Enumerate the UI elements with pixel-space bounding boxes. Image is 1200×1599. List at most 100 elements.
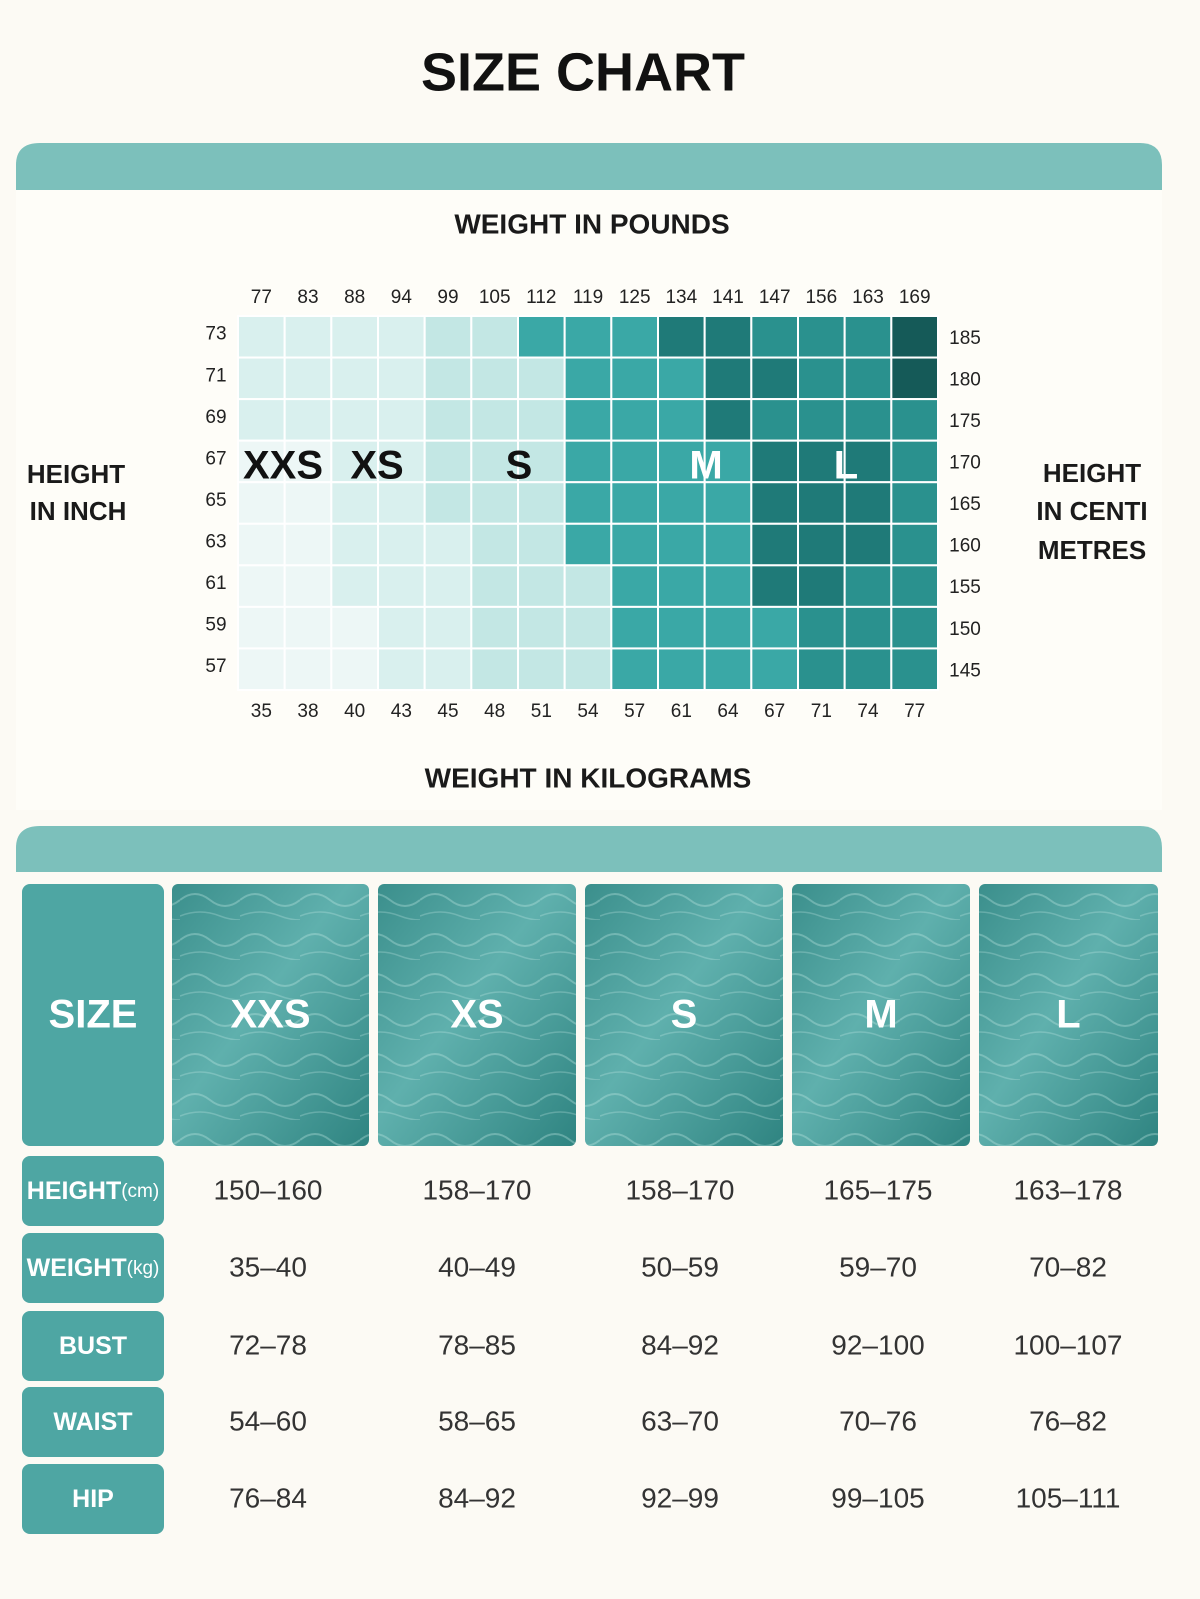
- grid-cell: [750, 564, 799, 608]
- grid-cell: [330, 315, 380, 359]
- grid-cell: [657, 356, 706, 401]
- grid-cell: [470, 647, 520, 692]
- table-value: 70–76: [839, 1405, 917, 1436]
- grid-cell: [890, 481, 939, 525]
- grid-cell: [517, 356, 566, 401]
- grid-cell: [797, 647, 846, 692]
- grid-cell: [703, 356, 753, 401]
- table-value: 92–100: [831, 1329, 924, 1360]
- grid-cell: [703, 481, 753, 525]
- grid-cell: [657, 605, 706, 650]
- row-label: HIP: [72, 1485, 114, 1513]
- grid-cell: [377, 398, 426, 442]
- grid-cell: [563, 564, 613, 608]
- size-header: L: [1056, 993, 1080, 1037]
- grid-cell: [890, 647, 939, 692]
- grid-cell: [423, 522, 473, 567]
- table-value: 165–175: [823, 1174, 932, 1205]
- grid-cell: [423, 315, 473, 359]
- grid-cell: [237, 564, 286, 608]
- grid-cell: [470, 315, 520, 359]
- grid-cell: [843, 522, 893, 567]
- grid-cell: [843, 315, 893, 359]
- right-label: IN CENTI: [1036, 496, 1147, 526]
- grid-cell: [750, 398, 799, 442]
- grid-cell: [890, 398, 939, 442]
- grid-cell: [843, 647, 893, 692]
- row-label-text: HIP: [72, 1485, 114, 1513]
- centimetre-label: 170: [949, 453, 981, 474]
- grid-cell: [610, 647, 659, 692]
- pound-label: 119: [573, 287, 603, 308]
- table-value: 54–60: [229, 1405, 307, 1436]
- table-value: 76–84: [229, 1482, 307, 1513]
- grid-cell: [283, 356, 333, 401]
- size-header: S: [671, 993, 698, 1037]
- inch-label: 65: [205, 490, 226, 511]
- size-zone-label: XXS: [243, 444, 323, 488]
- grid-cell: [890, 315, 939, 359]
- pound-label: 134: [665, 287, 697, 308]
- grid-cell: [797, 315, 846, 359]
- grid-cell: [657, 315, 706, 359]
- inch-label: 59: [205, 615, 226, 636]
- grid-cell: [377, 522, 426, 567]
- grid-cell: [470, 522, 520, 567]
- size-header: XS: [450, 993, 503, 1037]
- grid-cell: [423, 564, 473, 608]
- grid-cell: [563, 398, 613, 442]
- header-cell: [22, 884, 164, 1146]
- row-unit: (kg): [127, 1258, 160, 1279]
- grid-cell: [797, 356, 846, 401]
- grid-cell: [563, 605, 613, 650]
- grid-cell: [330, 647, 380, 692]
- pound-label: 141: [712, 287, 744, 308]
- grid-cell: [517, 564, 566, 608]
- grid-cell: [797, 398, 846, 442]
- grid-cell: [283, 481, 333, 525]
- grid-cell: [517, 647, 566, 692]
- inch-label: 69: [205, 407, 226, 428]
- grid-cell: [283, 315, 333, 359]
- grid-cell: [703, 522, 753, 567]
- row-label-text: HEIGHT: [27, 1177, 121, 1205]
- grid-cell: [703, 564, 753, 608]
- kilogram-label: 64: [717, 701, 739, 722]
- table-header: SIZE: [49, 993, 138, 1037]
- right-label: HEIGHT: [1043, 458, 1141, 488]
- kilogram-label: 74: [857, 701, 879, 722]
- grid-cell: [237, 315, 286, 359]
- kilogram-label: 61: [671, 701, 692, 722]
- row-label: BUST: [59, 1332, 127, 1360]
- grid-cell: [890, 522, 939, 567]
- bottom-label: WEIGHT IN KILOGRAMS: [425, 762, 752, 793]
- kilogram-label: 54: [577, 701, 599, 722]
- table-value: 76–82: [1029, 1405, 1107, 1436]
- grid-cell: [797, 564, 846, 608]
- kilogram-label: 48: [484, 701, 505, 722]
- row-label: HEIGHT(cm): [27, 1177, 159, 1205]
- grid-cell: [797, 481, 846, 525]
- grid-cell: [750, 481, 799, 525]
- row-unit: (cm): [121, 1181, 159, 1202]
- size-header: XXS: [230, 993, 310, 1037]
- grid-cell: [703, 605, 753, 650]
- grid-cell: [890, 605, 939, 650]
- kilogram-label: 51: [531, 701, 552, 722]
- grid-cell: [423, 647, 473, 692]
- left-label: IN INCH: [30, 496, 127, 526]
- grid-cell: [423, 398, 473, 442]
- table-value: 59–70: [839, 1251, 917, 1282]
- grid-cell: [283, 564, 333, 608]
- inch-label: 71: [205, 365, 226, 386]
- grid-cell: [283, 605, 333, 650]
- grid-cell: [610, 564, 659, 608]
- grid-cell: [237, 356, 286, 401]
- row-label-text: WEIGHT: [27, 1254, 127, 1282]
- grid-cell: [330, 564, 380, 608]
- pound-label: 112: [526, 287, 556, 308]
- grid-cell: [610, 398, 659, 442]
- grid-cell: [610, 439, 659, 484]
- centimetre-label: 160: [949, 536, 981, 557]
